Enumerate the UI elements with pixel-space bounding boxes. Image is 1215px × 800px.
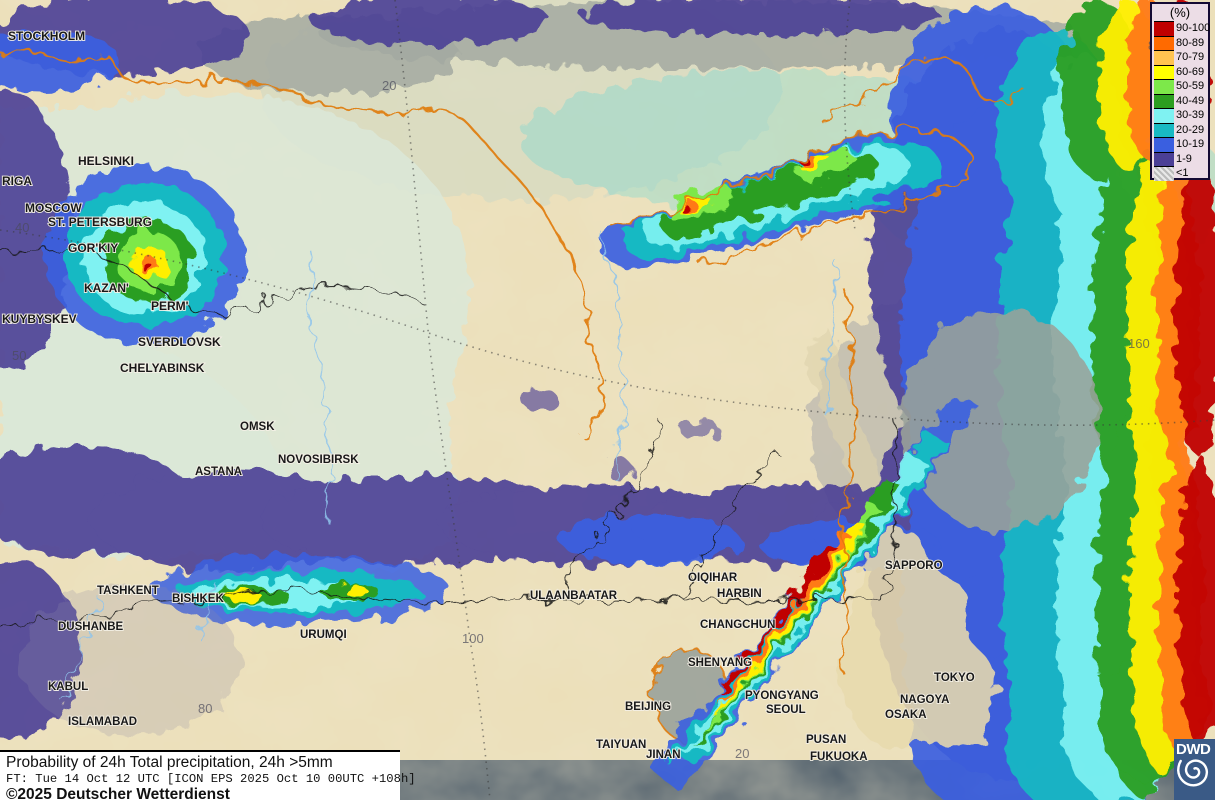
svg-text:FUKUOKA: FUKUOKA (810, 751, 868, 763)
svg-text:GOR'KIY: GOR'KIY (68, 241, 118, 255)
svg-text:HELSINKI: HELSINKI (78, 154, 134, 168)
svg-text:SVERDLOVSK: SVERDLOVSK (138, 335, 221, 349)
svg-text:TASHKENT: TASHKENT (97, 585, 159, 597)
svg-text:40: 40 (15, 220, 29, 235)
svg-text:50: 50 (12, 348, 26, 363)
svg-text:20: 20 (382, 78, 396, 93)
svg-text:KUYBYSKEV: KUYBYSKEV (2, 312, 77, 326)
svg-text:PERM': PERM' (151, 299, 189, 313)
svg-text:STOCKHOLM: STOCKHOLM (8, 29, 85, 43)
svg-text:ST. PETERSBURG: ST. PETERSBURG (48, 215, 152, 229)
svg-text:CHANGCHUN: CHANGCHUN (700, 619, 775, 631)
svg-text:CHELYABINSK: CHELYABINSK (120, 361, 205, 375)
svg-text:OSAKA: OSAKA (885, 709, 927, 721)
svg-text:NOVOSIBIRSK: NOVOSIBIRSK (278, 454, 359, 466)
svg-text:PUSAN: PUSAN (806, 734, 846, 746)
svg-text:ULAANBAATAR: ULAANBAATAR (530, 590, 618, 602)
svg-text:KAZAN': KAZAN' (84, 281, 129, 295)
svg-text:ASTANA: ASTANA (195, 466, 242, 478)
svg-text:JINAN: JINAN (646, 749, 681, 761)
svg-text:BISHKEK: BISHKEK (172, 593, 224, 605)
svg-text:NAGOYA: NAGOYA (900, 694, 949, 706)
svg-text:160: 160 (1128, 336, 1150, 351)
svg-text:BEIJING: BEIJING (625, 701, 671, 713)
svg-text:OIQIHAR: OIQIHAR (688, 572, 738, 584)
svg-text:20: 20 (735, 746, 749, 761)
svg-text:TOKYO: TOKYO (934, 672, 975, 684)
svg-text:RIGA: RIGA (2, 174, 32, 188)
svg-text:80: 80 (198, 701, 212, 716)
svg-text:TAIYUAN: TAIYUAN (596, 739, 646, 751)
svg-text:PYONGYANG: PYONGYANG (745, 690, 819, 702)
svg-text:ISLAMABAD: ISLAMABAD (68, 716, 137, 728)
svg-text:SHENYANG: SHENYANG (688, 657, 752, 669)
svg-text:HARBIN: HARBIN (717, 588, 762, 600)
svg-text:SAPPORO: SAPPORO (885, 560, 943, 572)
svg-text:OMSK: OMSK (240, 421, 275, 433)
svg-text:SEOUL: SEOUL (766, 704, 806, 716)
svg-text:MOSCOW: MOSCOW (25, 201, 82, 215)
svg-text:KABUL: KABUL (48, 681, 88, 693)
svg-text:DUSHANBE: DUSHANBE (58, 621, 124, 633)
svg-text:100: 100 (462, 631, 484, 646)
svg-text:URUMQI: URUMQI (300, 629, 347, 641)
